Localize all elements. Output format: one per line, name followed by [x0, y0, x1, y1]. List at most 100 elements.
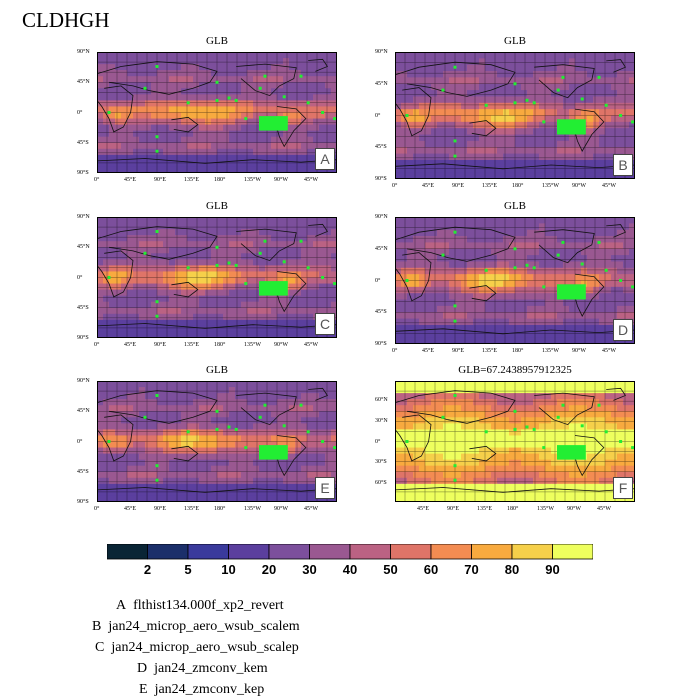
heatmap-cell: [163, 495, 170, 502]
heatmap-cell: [187, 283, 194, 291]
heatmap-cell: [283, 277, 290, 285]
heatmap-cell: [509, 229, 516, 237]
heatmap-cell: [241, 417, 248, 424]
heatmap-cell: [533, 109, 540, 117]
heatmap-cell: [127, 148, 134, 156]
heatmap-cell: [175, 453, 182, 461]
heatmap-cell: [449, 477, 456, 485]
heatmap-cell: [223, 64, 230, 71]
heatmap-cell: [395, 102, 402, 110]
heatmap-cell: [181, 393, 188, 400]
heatmap-cell: [539, 471, 546, 479]
heatmap-cell: [127, 319, 134, 327]
heatmap-cell: [223, 271, 230, 279]
heatmap-cell: [259, 307, 266, 315]
heatmap-cell: [395, 381, 402, 388]
heatmap-cell: [277, 94, 284, 101]
heatmap-cell: [163, 70, 170, 77]
heatmap-cell: [265, 88, 272, 95]
heatmap-cell: [503, 477, 510, 485]
heatmap-cell: [431, 83, 438, 91]
heatmap-cell: [395, 236, 402, 243]
heatmap-cell: [235, 301, 242, 309]
heatmap-cell: [265, 477, 272, 485]
heatmap-cell: [401, 52, 408, 59]
heatmap-cell: [295, 381, 302, 388]
heatmap-cell: [223, 495, 230, 502]
heatmap-cell: [545, 109, 552, 117]
heatmap-cell: [283, 411, 290, 418]
heatmap-cell: [121, 241, 128, 248]
heatmap-cell: [241, 495, 248, 502]
heatmap-cell: [515, 121, 522, 129]
heatmap-cell: [151, 393, 158, 400]
heatmap-cell: [331, 423, 337, 430]
heatmap-cell: [283, 223, 290, 230]
heatmap-cell: [587, 58, 594, 66]
heatmap-cell: [241, 253, 248, 260]
heatmap-cell: [253, 447, 260, 455]
heatmap-cell: [395, 423, 402, 430]
heatmap-cell: [557, 337, 564, 344]
heatmap-cell: [569, 248, 576, 256]
heatmap-cell: [127, 301, 134, 309]
heatmap-cell: [139, 271, 146, 279]
heatmap-cell: [259, 52, 266, 59]
heatmap-cell: [283, 106, 290, 114]
heatmap-cell: [253, 387, 260, 394]
heatmap-cell: [271, 241, 278, 248]
heatmap-cell: [253, 52, 260, 59]
heatmap-cell: [611, 90, 618, 98]
heatmap-cell: [521, 331, 528, 339]
heatmap-cell: [479, 441, 486, 449]
lat-tick-label: 45°N: [375, 245, 388, 252]
heatmap-cell: [395, 229, 402, 237]
heatmap-cell: [325, 247, 332, 254]
heatmap-cell: [247, 112, 254, 120]
site-marker: [453, 65, 457, 69]
heatmap-cell: [253, 411, 260, 418]
heatmap-cell: [587, 217, 594, 224]
heatmap-cell: [593, 318, 600, 326]
heatmap-cell: [413, 128, 420, 136]
heatmap-cell: [437, 318, 444, 326]
heatmap-cell: [103, 265, 110, 273]
heatmap-cell: [253, 247, 260, 254]
heatmap-cell: [431, 387, 438, 394]
heatmap-cell: [581, 255, 588, 263]
heatmap-cell: [527, 312, 534, 320]
heatmap-cell: [139, 136, 146, 144]
heatmap-cell: [455, 121, 462, 129]
heatmap-cell: [551, 261, 558, 269]
heatmap-cell: [145, 130, 152, 138]
heatmap-cell: [313, 124, 320, 132]
heatmap-cell: [205, 393, 212, 400]
heatmap-cell: [521, 96, 528, 104]
heatmap-cell: [521, 90, 528, 98]
heatmap-cell: [319, 235, 326, 242]
site-marker: [155, 394, 159, 397]
heatmap-cell: [283, 471, 290, 479]
heatmap-cell: [313, 142, 320, 150]
heatmap-cell: [443, 489, 450, 497]
heatmap-cell: [563, 153, 570, 161]
heatmap-cell: [551, 242, 558, 250]
heatmap-cell: [223, 459, 230, 467]
heatmap-cell: [127, 471, 134, 479]
heatmap-cell: [419, 387, 426, 394]
heatmap-cell: [169, 82, 176, 89]
heatmap-cell: [449, 399, 456, 406]
heatmap-cell: [503, 159, 510, 167]
coastline: [97, 85, 134, 133]
heatmap-cell: [205, 136, 212, 144]
heatmap-cell: [563, 223, 570, 231]
heatmap-cell: [331, 223, 337, 230]
heatmap-cell: [539, 324, 546, 332]
heatmap-cell: [145, 94, 152, 101]
heatmap-cell: [617, 411, 624, 418]
heatmap-cell: [395, 64, 402, 72]
heatmap-cell: [115, 223, 122, 230]
heatmap-cell: [401, 229, 408, 237]
heatmap-cell: [587, 411, 594, 418]
heatmap-cell: [515, 115, 522, 123]
